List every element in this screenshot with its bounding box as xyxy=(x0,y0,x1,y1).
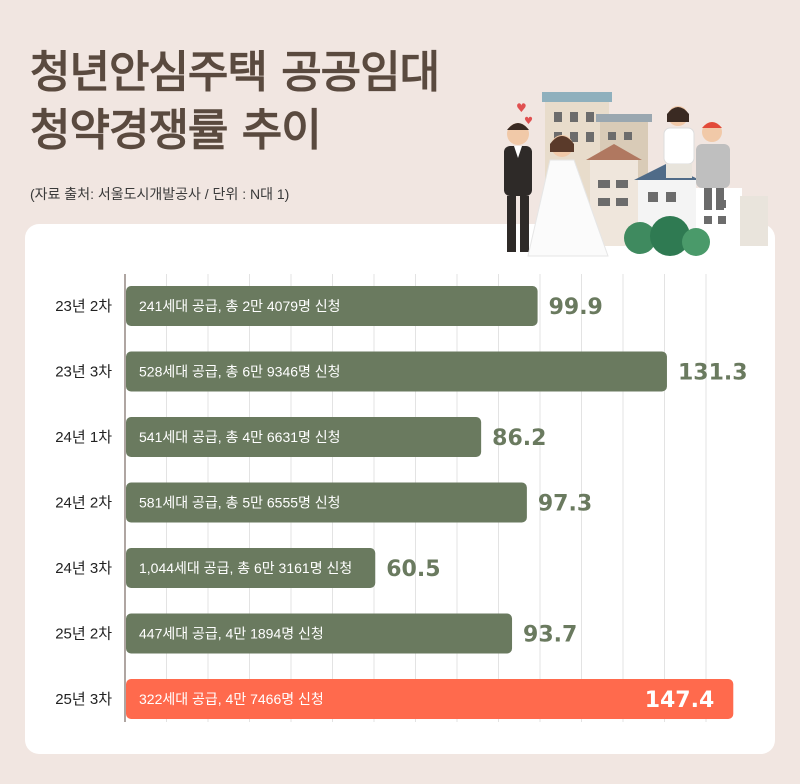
category-label: 24년 3차 xyxy=(55,560,112,577)
category-label: 23년 3차 xyxy=(55,364,112,381)
bar xyxy=(126,351,667,392)
bar xyxy=(126,613,513,654)
bar xyxy=(126,679,734,719)
value-label: 131.3 xyxy=(678,361,748,386)
category-label: 25년 3차 xyxy=(55,691,112,708)
value-label: 97.3 xyxy=(538,492,592,517)
bride-figure xyxy=(527,135,609,257)
svg-text:♥: ♥ xyxy=(516,101,527,115)
category-label: 24년 1차 xyxy=(55,429,112,446)
woman-figure xyxy=(663,106,695,178)
category-label: 25년 2차 xyxy=(55,626,112,643)
bar-row: 24년 1차 541세대 공급, 총 4만 6631명 신청 86.2 xyxy=(55,417,546,457)
category-label: 23년 2차 xyxy=(55,298,112,315)
value-label: 86.2 xyxy=(492,426,546,451)
bar-annotation: 322세대 공급, 4만 7466명 신청 xyxy=(139,691,324,707)
bar-row: 24년 2차 581세대 공급, 총 5만 6555명 신청 97.3 xyxy=(55,482,592,523)
value-label: 147.4 xyxy=(645,688,715,713)
value-label: 99.9 xyxy=(549,295,603,320)
groom-figure xyxy=(504,123,532,252)
bar-annotation: 581세대 공급, 총 5만 6555명 신청 xyxy=(139,495,341,511)
bar xyxy=(126,482,527,523)
bar-row: 25년 3차 322세대 공급, 4만 7466명 신청 147.4 xyxy=(55,679,734,719)
bar-row: 23년 2차 241세대 공급, 총 2만 4079명 신청 99.9 xyxy=(55,286,603,326)
bar xyxy=(126,286,538,326)
bar xyxy=(126,417,482,457)
bar xyxy=(126,548,376,588)
bar-annotation: 447세대 공급, 4만 1894명 신청 xyxy=(139,626,324,642)
bar-annotation: 541세대 공급, 총 4만 6631명 신청 xyxy=(139,429,341,445)
housing-illustration: ♥ ♥ xyxy=(504,92,768,257)
title-line-1: 청년안심주택 공공임대 xyxy=(30,47,440,98)
value-label: 60.5 xyxy=(386,557,440,582)
value-label: 93.7 xyxy=(523,623,577,648)
bar-row: 23년 3차 528세대 공급, 총 6만 9346명 신청 131.3 xyxy=(55,351,748,392)
bar-annotation: 241세대 공급, 총 2만 4079명 신청 xyxy=(139,298,341,314)
chart-title: 청년안심주택 공공임대 청약경쟁률 추이 xyxy=(30,44,440,160)
bars: 23년 2차 241세대 공급, 총 2만 4079명 신청 99.9 23년 3차 5… xyxy=(55,286,748,719)
bar-row: 24년 3차 1,044세대 공급, 총 6만 3161명 신청 60.5 xyxy=(55,548,441,588)
bar-annotation: 528세대 공급, 총 6만 9346명 신청 xyxy=(139,364,341,380)
category-label: 24년 2차 xyxy=(55,495,112,512)
bar-row: 25년 2차 447세대 공급, 4만 1894명 신청 93.7 xyxy=(55,613,577,654)
source-note: (자료 출처: 서울도시개발공사 / 단위 : N대 1) xyxy=(30,186,290,202)
bar-annotation: 1,044세대 공급, 총 6만 3161명 신청 xyxy=(139,560,352,576)
title-line-2: 청약경쟁률 추이 xyxy=(30,105,322,156)
svg-text:♥: ♥ xyxy=(524,116,533,127)
man-figure xyxy=(696,122,730,210)
tree xyxy=(624,222,656,254)
